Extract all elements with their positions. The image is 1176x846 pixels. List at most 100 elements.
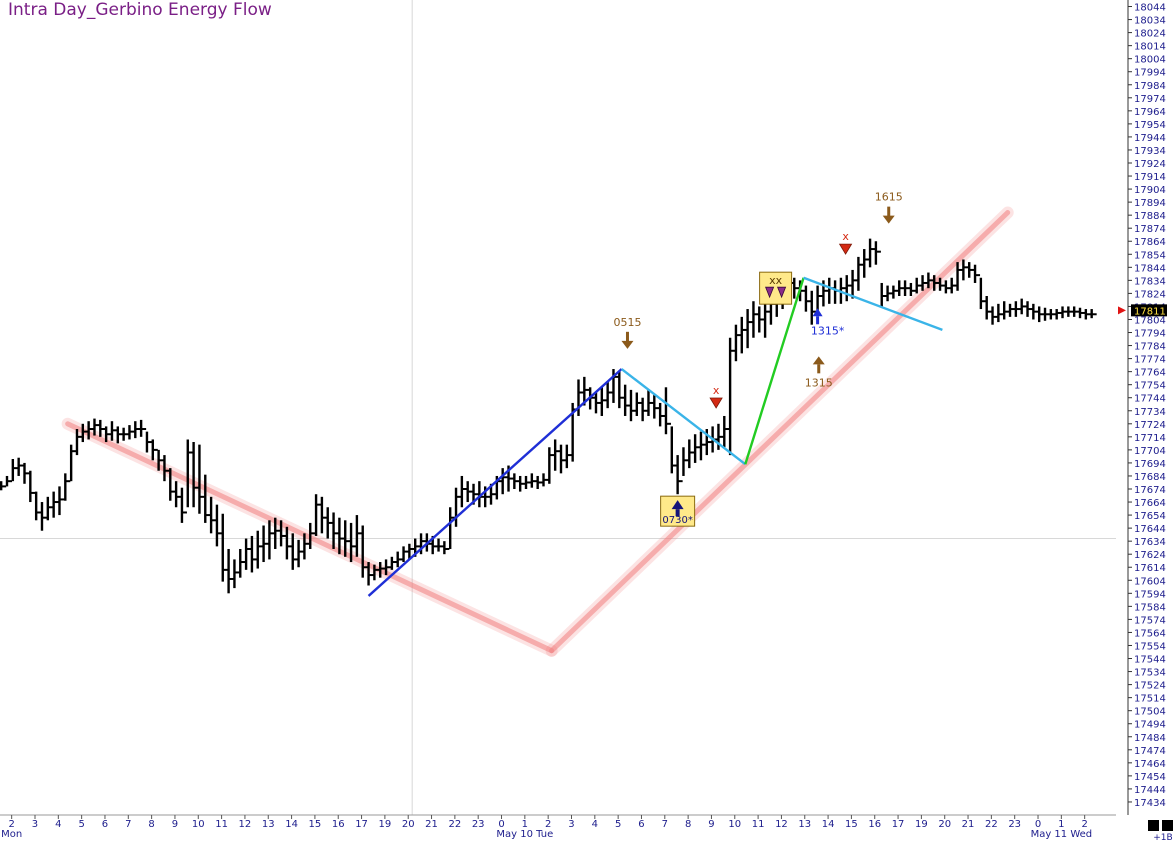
time-tick: 5	[78, 815, 85, 830]
time-tick-label: 8	[685, 819, 691, 830]
time-tick: 8	[148, 815, 155, 830]
time-tick: 12	[775, 815, 788, 830]
arrow-shaft	[625, 331, 629, 342]
time-tick: 8	[685, 815, 691, 830]
price-tick-label: 17584	[1134, 602, 1166, 613]
time-tick: 0	[1035, 815, 1041, 830]
triangle-down-icon	[838, 243, 853, 255]
time-tick-label: 9	[172, 819, 178, 830]
price-bar	[898, 280, 905, 297]
price-bar	[344, 520, 351, 557]
chart-title: Intra Day_Gerbino Energy Flow	[8, 0, 272, 20]
price-bar	[448, 507, 456, 549]
time-tick-label: 13	[262, 819, 275, 830]
badge-box	[759, 271, 793, 305]
time-tick: 7	[125, 815, 131, 830]
price-bar	[501, 468, 508, 495]
price-bar	[1061, 306, 1068, 319]
price-bar	[921, 275, 928, 291]
price-bar	[985, 296, 992, 320]
time-axis[interactable]: 2 3 4 5 6 7 8 9 10 11 12 13 14 15 16 17 19 20 21 22 23 0 1 2 3 4 5…	[0, 814, 1173, 843]
time-tick-label: 16	[868, 819, 881, 830]
price-bar	[402, 546, 409, 563]
time-tick-label: 5	[615, 819, 621, 830]
day-label: May 11 Wed	[1031, 829, 1093, 840]
price-tick-label: 17494	[1134, 720, 1166, 731]
price-bar	[857, 256, 864, 291]
price-bar	[728, 337, 736, 456]
price-bar	[99, 419, 106, 437]
price-bar	[326, 507, 333, 539]
price-bar	[180, 487, 187, 523]
price-tick-label: 17554	[1134, 641, 1166, 652]
price-tick: 17544	[1128, 655, 1166, 666]
price-bar	[268, 520, 275, 560]
price-tick-label: 17764	[1134, 368, 1166, 379]
price-bar	[361, 525, 368, 578]
current-price-label: 17811	[1134, 306, 1166, 317]
time-tick: 3	[568, 815, 575, 830]
price-bar	[1002, 301, 1010, 320]
price-tick-label: 17434	[1134, 798, 1166, 809]
time-tick: 1	[522, 815, 528, 830]
price-tick: 17574	[1128, 615, 1166, 626]
price-tick: 17714	[1128, 433, 1166, 444]
price-bar	[658, 402, 666, 427]
price-bar	[1072, 306, 1080, 317]
price-bar	[1084, 309, 1091, 320]
price-tick: 18034	[1128, 16, 1166, 27]
corner-square-icon	[1148, 820, 1159, 831]
price-bar	[134, 421, 141, 439]
price-tick: 17754	[1128, 381, 1166, 392]
price-axis[interactable]: 18044 18034 18024 18014 18004 17994 17984 17974…	[1118, 0, 1167, 815]
time-tick: 11	[215, 815, 228, 830]
time-tick-label: 21	[425, 819, 438, 830]
price-tick-label: 18004	[1134, 55, 1166, 66]
time-tick: 9	[708, 815, 715, 830]
time-tick: 20	[402, 815, 415, 830]
price-bar	[204, 474, 211, 523]
time-tick-label: 16	[332, 819, 345, 830]
current-price-box	[1131, 304, 1167, 317]
time-tick-label: 2	[8, 819, 14, 830]
price-tick-label: 17824	[1134, 289, 1166, 300]
price-tick-label: 17964	[1134, 107, 1166, 118]
price-bar	[606, 382, 613, 409]
price-bar	[653, 395, 660, 419]
price-bar	[5, 475, 12, 487]
price-bar	[52, 491, 59, 518]
price-bar	[367, 562, 374, 586]
price-bar	[0, 481, 7, 491]
price-tick: 17934	[1128, 146, 1166, 157]
time-tick-label: 19	[379, 819, 392, 830]
arrow-up-icon	[812, 308, 823, 317]
price-tick-label: 17794	[1134, 329, 1166, 340]
time-tick: 12	[239, 815, 251, 830]
time-tick: 22	[448, 815, 461, 830]
price-bar	[758, 306, 765, 333]
price-bar	[11, 459, 18, 482]
price-bar	[723, 415, 730, 448]
price-bar	[437, 538, 444, 552]
price-bar	[763, 298, 771, 338]
trend-line-3	[803, 276, 943, 332]
price-tick: 17734	[1128, 407, 1166, 418]
triangle-down-icon	[777, 286, 787, 299]
time-tick-label: 9	[708, 819, 714, 830]
price-tick: 17804	[1128, 315, 1166, 326]
price-tick-label: 17594	[1134, 589, 1166, 600]
time-tick-label: 15	[309, 819, 322, 830]
price-tick-label: 17624	[1134, 550, 1166, 561]
price-tick: 17834	[1128, 276, 1166, 287]
time-tick: 2	[1081, 815, 1088, 830]
time-tick: 10	[192, 815, 205, 830]
time-tick: 2	[545, 815, 551, 830]
price-tick-label: 17724	[1134, 420, 1166, 431]
price-tick-label: 17854	[1134, 250, 1166, 261]
time-tick: 5	[615, 815, 621, 830]
time-tick-label: 20	[402, 819, 415, 830]
badge-label-text: 0730*	[662, 515, 692, 526]
time-tick: 21	[425, 815, 438, 830]
price-bars	[0, 238, 1097, 594]
